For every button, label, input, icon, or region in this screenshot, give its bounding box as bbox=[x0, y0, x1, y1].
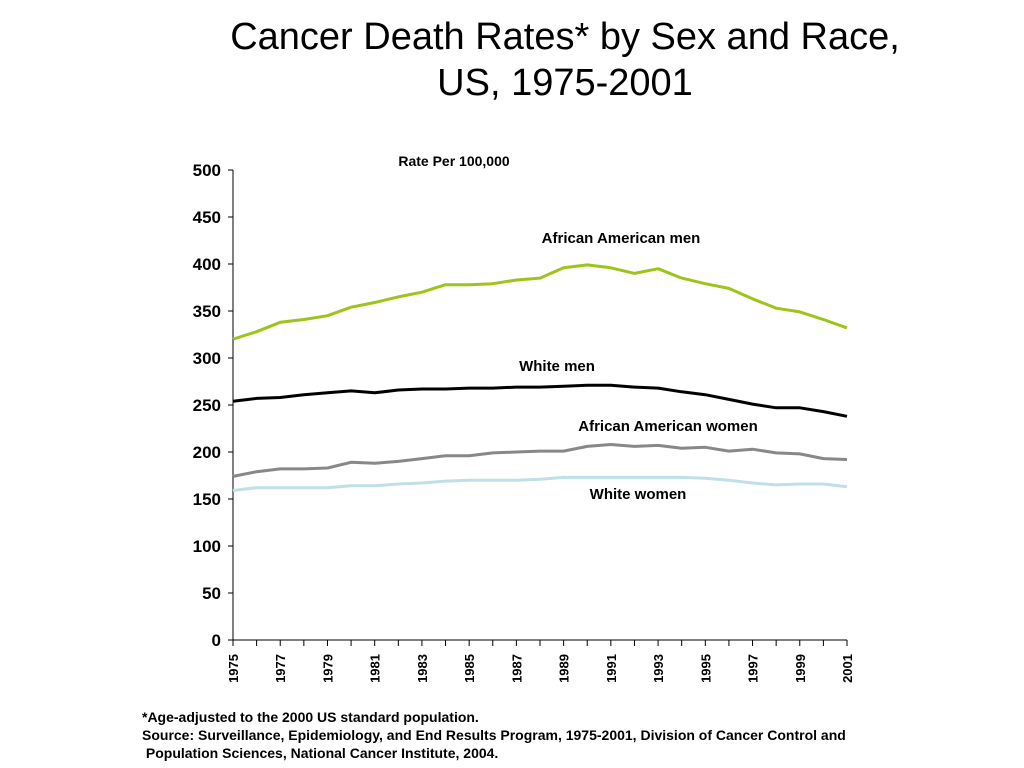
y-tick-label: 100 bbox=[193, 537, 221, 556]
x-tick-label: 1993 bbox=[651, 654, 666, 683]
y-tick-label: 400 bbox=[193, 255, 221, 274]
y-tick-label: 250 bbox=[193, 396, 221, 415]
x-tick-label: 1979 bbox=[320, 654, 335, 683]
chart-title: Cancer Death Rates* by Sex and Race, US,… bbox=[150, 14, 980, 106]
footnote-source: Source: Surveillance, Epidemiology, and … bbox=[142, 727, 846, 743]
title-line-1: Cancer Death Rates* by Sex and Race, bbox=[230, 16, 900, 58]
x-tick-label: 1987 bbox=[509, 654, 524, 683]
x-tick-label: 1985 bbox=[462, 654, 477, 683]
title-line-2: US, 1975-2001 bbox=[437, 62, 693, 104]
x-tick-label: 1991 bbox=[604, 654, 619, 683]
x-tick-label: 1983 bbox=[415, 654, 430, 683]
y-tick-label: 300 bbox=[193, 349, 221, 368]
y-tick-label: 0 bbox=[212, 631, 221, 650]
y-tick-label: 350 bbox=[193, 302, 221, 321]
x-tick-label: 1989 bbox=[557, 654, 572, 683]
x-tick-label: 1975 bbox=[226, 654, 241, 683]
x-tick-label: 1997 bbox=[746, 654, 761, 683]
x-tick-label: 1981 bbox=[368, 654, 383, 683]
x-tick-label: 1977 bbox=[273, 654, 288, 683]
y-axis-label: Rate Per 100,000 bbox=[398, 153, 510, 169]
y-tick-label: 450 bbox=[193, 208, 221, 227]
series-line-african-american-men bbox=[232, 263, 848, 341]
x-tick-label: 1995 bbox=[698, 654, 713, 683]
series-label-african-american-men: African American men bbox=[542, 230, 701, 247]
series-label-african-american-women: African American women bbox=[578, 418, 758, 435]
line-chart: 0 50 100 150 200 250 300 350 400 450 500 1975 1977 19… bbox=[193, 153, 855, 683]
series-line-african-american-women bbox=[232, 443, 848, 478]
series-line-white-women bbox=[232, 475, 848, 492]
footnote-age-adjusted: *Age-adjusted to the 2000 US standard po… bbox=[142, 709, 479, 725]
y-tick-label: 500 bbox=[193, 161, 221, 180]
series-label-white-men: White men bbox=[519, 358, 595, 375]
x-tick-label: 2001 bbox=[840, 654, 855, 683]
y-tick-label: 200 bbox=[193, 443, 221, 462]
footnote: *Age-adjusted to the 2000 US standard po… bbox=[142, 708, 1002, 762]
series-label-white-women: White women bbox=[590, 486, 687, 503]
y-tick-label: 50 bbox=[202, 584, 221, 603]
y-tick-label: 150 bbox=[193, 490, 221, 509]
x-tick-label: 1999 bbox=[793, 654, 808, 683]
footnote-source-cont: Population Sciences, National Cancer Ins… bbox=[142, 745, 499, 761]
series-line-white-men bbox=[232, 383, 848, 418]
